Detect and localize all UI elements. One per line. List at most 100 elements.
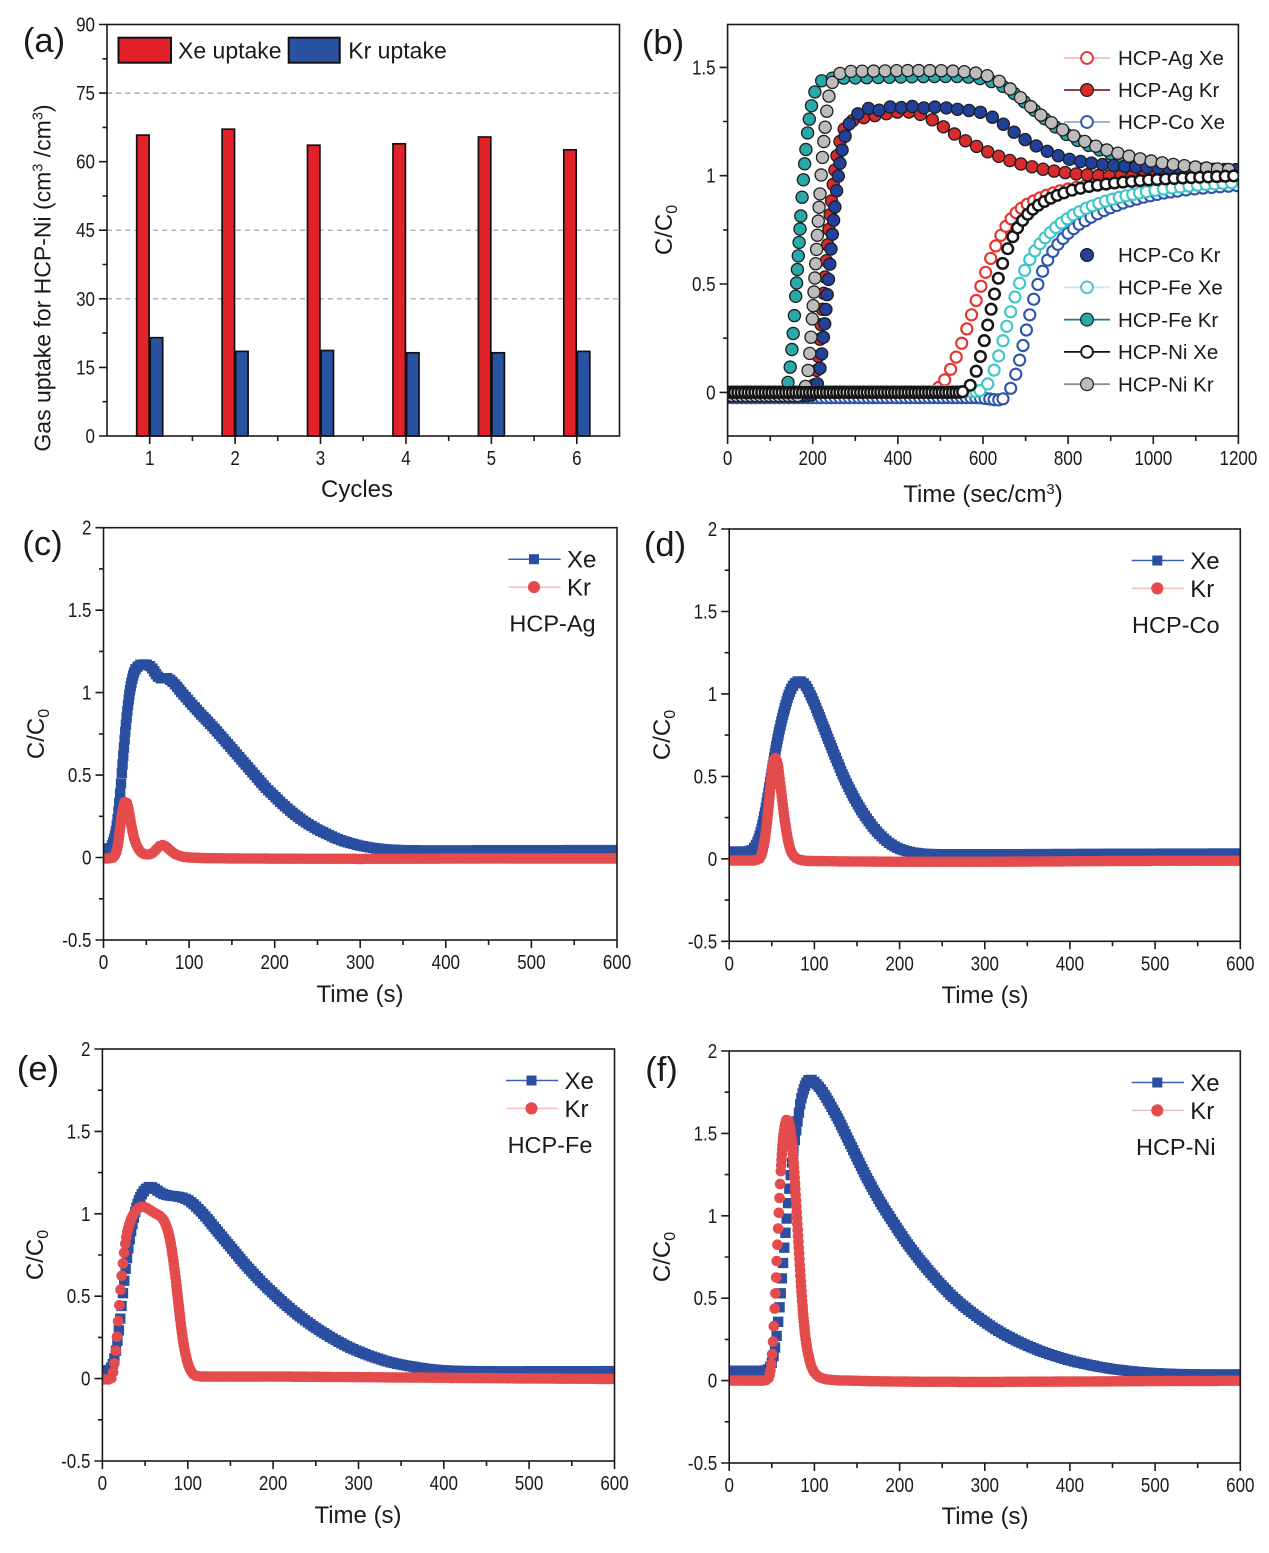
svg-text:Kr: Kr: [1190, 576, 1214, 603]
svg-text:0: 0: [706, 381, 715, 404]
svg-text:0.5: 0.5: [694, 1287, 718, 1310]
svg-text:400: 400: [430, 1472, 458, 1495]
svg-text:HCP-Fe: HCP-Fe: [508, 1132, 593, 1158]
svg-text:200: 200: [799, 447, 827, 470]
svg-text:1: 1: [708, 683, 717, 706]
svg-text:600: 600: [1226, 952, 1254, 975]
svg-text:HCP-Fe Kr: HCP-Fe Kr: [1118, 309, 1218, 332]
svg-text:1200: 1200: [1220, 447, 1258, 470]
svg-text:600: 600: [969, 447, 997, 470]
svg-text:(d): (d): [644, 526, 686, 564]
svg-text:200: 200: [261, 951, 289, 974]
svg-text:2: 2: [82, 516, 91, 539]
svg-text:200: 200: [885, 952, 913, 975]
svg-text:0.5: 0.5: [67, 1285, 91, 1308]
svg-text:-0.5: -0.5: [688, 1452, 717, 1475]
svg-text:-0.5: -0.5: [62, 929, 91, 952]
svg-text:200: 200: [259, 1472, 287, 1495]
svg-text:1.5: 1.5: [694, 1122, 718, 1145]
svg-text:45: 45: [76, 219, 95, 242]
svg-text:C/C0: C/C0: [23, 709, 53, 759]
svg-text:HCP-Fe Xe: HCP-Fe Xe: [1118, 277, 1223, 300]
svg-text:HCP-Ag: HCP-Ag: [509, 611, 595, 637]
svg-text:HCP-Co: HCP-Co: [1132, 612, 1219, 638]
svg-text:HCP-Co Kr: HCP-Co Kr: [1118, 244, 1221, 267]
svg-text:Xe: Xe: [1190, 548, 1219, 575]
svg-text:HCP-Ni Kr: HCP-Ni Kr: [1118, 373, 1214, 396]
svg-text:0.5: 0.5: [692, 273, 716, 296]
svg-text:-0.5: -0.5: [61, 1450, 90, 1473]
svg-text:600: 600: [600, 1472, 628, 1495]
svg-text:Cycles: Cycles: [321, 476, 393, 503]
svg-text:75: 75: [76, 82, 95, 105]
svg-text:HCP-Ni Xe: HCP-Ni Xe: [1118, 341, 1218, 364]
svg-text:100: 100: [175, 951, 203, 974]
svg-text:(c): (c): [22, 525, 62, 563]
svg-text:400: 400: [1056, 1474, 1084, 1497]
svg-text:-0.5: -0.5: [688, 930, 717, 953]
svg-text:Time (sec/cm3): Time (sec/cm3): [903, 481, 1062, 508]
svg-text:2: 2: [81, 1038, 90, 1061]
svg-text:(a): (a): [23, 22, 65, 60]
svg-text:0: 0: [98, 1472, 107, 1495]
svg-text:1000: 1000: [1134, 447, 1172, 470]
svg-text:300: 300: [971, 952, 999, 975]
svg-text:Xe uptake: Xe uptake: [178, 38, 282, 64]
svg-text:1.5: 1.5: [692, 56, 716, 79]
svg-text:30: 30: [76, 287, 95, 310]
svg-text:HCP-Ni: HCP-Ni: [1136, 1134, 1216, 1160]
svg-text:(f): (f): [645, 1051, 678, 1089]
svg-text:15: 15: [76, 356, 95, 379]
svg-text:500: 500: [1141, 1474, 1169, 1497]
svg-text:100: 100: [800, 1474, 828, 1497]
svg-text:Time (s): Time (s): [316, 981, 403, 1008]
svg-text:0: 0: [81, 1367, 90, 1390]
svg-text:1.5: 1.5: [67, 1120, 91, 1143]
svg-text:400: 400: [1056, 952, 1084, 975]
svg-text:Time (s): Time (s): [941, 1503, 1028, 1530]
svg-text:100: 100: [800, 952, 828, 975]
svg-text:1.5: 1.5: [694, 600, 718, 623]
svg-text:1: 1: [82, 681, 91, 704]
svg-text:400: 400: [884, 447, 912, 470]
svg-text:90: 90: [76, 13, 95, 36]
svg-text:600: 600: [1226, 1474, 1254, 1497]
svg-text:HCP-Ag Kr: HCP-Ag Kr: [1118, 79, 1220, 102]
svg-text:(e): (e): [17, 1050, 59, 1088]
svg-text:1.5: 1.5: [68, 599, 92, 622]
svg-text:0.5: 0.5: [68, 764, 92, 787]
svg-text:HCP-Co Xe: HCP-Co Xe: [1118, 111, 1225, 134]
svg-text:Kr uptake: Kr uptake: [348, 38, 446, 64]
svg-text:400: 400: [432, 951, 460, 974]
svg-text:2: 2: [708, 1040, 717, 1063]
svg-text:300: 300: [344, 1472, 372, 1495]
svg-text:Gas uptake for HCP-Ni (cm3 /cm: Gas uptake for HCP-Ni (cm3 /cm3): [30, 104, 56, 451]
svg-text:300: 300: [346, 951, 374, 974]
svg-text:500: 500: [517, 951, 545, 974]
svg-text:0: 0: [708, 847, 717, 870]
svg-text:0: 0: [99, 951, 108, 974]
svg-text:HCP-Ag Xe: HCP-Ag Xe: [1118, 47, 1224, 70]
svg-text:0: 0: [708, 1369, 717, 1392]
svg-text:Xe: Xe: [565, 1068, 594, 1095]
svg-text:2: 2: [708, 518, 717, 541]
svg-text:0.5: 0.5: [694, 765, 718, 788]
svg-text:100: 100: [174, 1472, 202, 1495]
svg-text:600: 600: [603, 951, 631, 974]
svg-text:300: 300: [971, 1474, 999, 1497]
svg-text:1: 1: [145, 447, 154, 470]
svg-text:60: 60: [76, 150, 95, 173]
svg-text:3: 3: [316, 447, 325, 470]
svg-text:Time (s): Time (s): [941, 982, 1028, 1009]
svg-text:Kr: Kr: [1190, 1098, 1214, 1125]
svg-text:4: 4: [401, 447, 410, 470]
svg-text:6: 6: [572, 447, 581, 470]
svg-text:800: 800: [1054, 447, 1082, 470]
svg-text:5: 5: [487, 447, 496, 470]
svg-text:0: 0: [86, 425, 95, 448]
svg-text:(b): (b): [642, 24, 684, 62]
svg-text:Xe: Xe: [1190, 1070, 1219, 1097]
svg-text:Xe: Xe: [567, 547, 596, 574]
svg-text:0: 0: [82, 846, 91, 869]
svg-text:Kr: Kr: [565, 1096, 589, 1123]
